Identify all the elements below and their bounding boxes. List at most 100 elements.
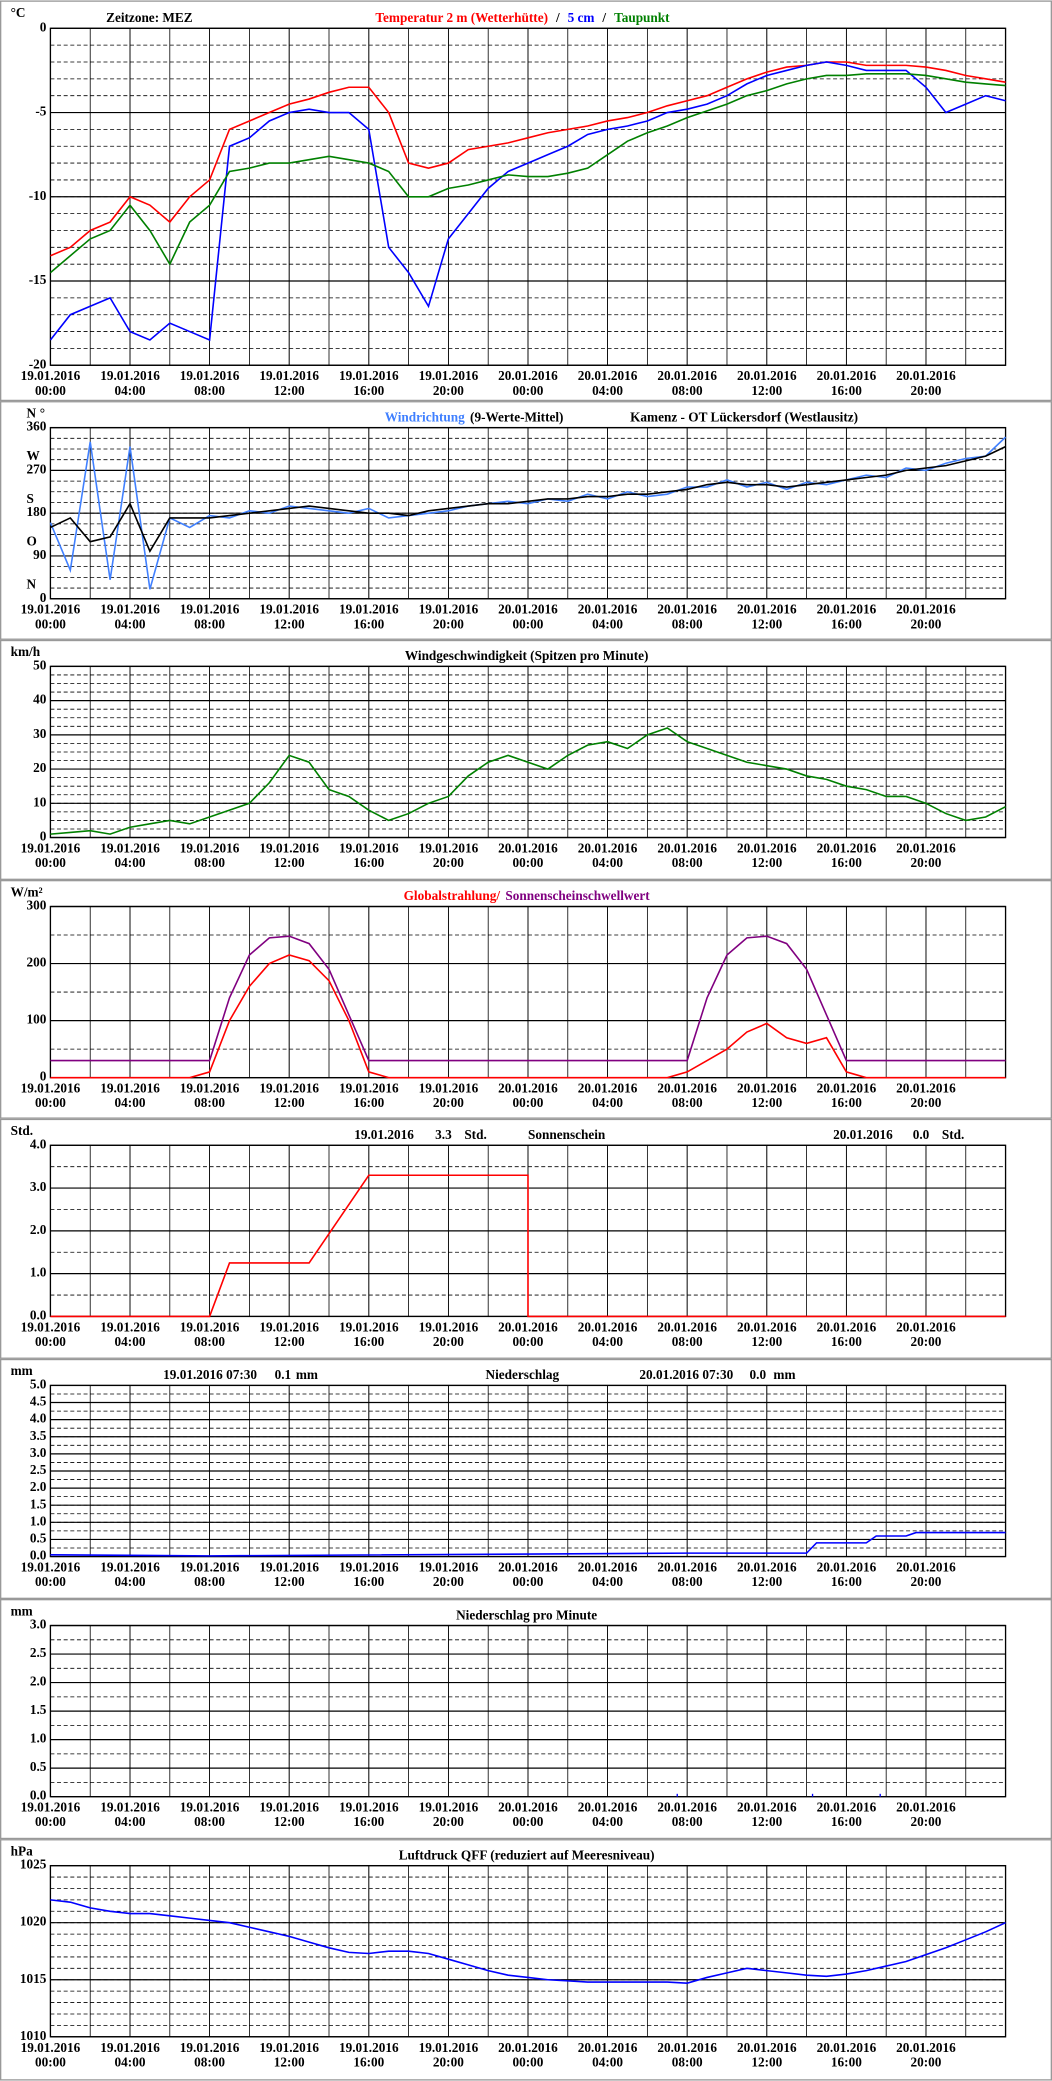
- data-line: [50, 727, 1006, 835]
- x-tick-label: 20:00: [911, 616, 942, 631]
- x-tick-label: 04:00: [592, 855, 623, 870]
- bar: [879, 1793, 881, 1797]
- x-tick-label: 00:00: [35, 1814, 66, 1829]
- summary-date: 20.01.2016 07:30: [639, 1367, 733, 1382]
- x-tick-label: 20.01.2016: [578, 2040, 638, 2055]
- x-tick-label: 20:00: [911, 1095, 942, 1110]
- summary-date: 19.01.2016 07:30: [163, 1367, 257, 1382]
- plot-frame: [49, 665, 1007, 839]
- x-tick-label: 04:00: [115, 383, 146, 398]
- panel-frame: [0, 1358, 1052, 1600]
- x-tick-label: 20.01.2016: [737, 1560, 797, 1575]
- x-tick-label: 12:00: [751, 1814, 782, 1829]
- x-tick-label: 20.01.2016: [657, 841, 717, 856]
- x-tick-label: 04:00: [115, 1334, 146, 1349]
- summary-value: 0.0: [750, 1367, 767, 1382]
- x-tick-label: 00:00: [513, 383, 544, 398]
- panel-frame: [0, 879, 1052, 1119]
- x-tick-label: 00:00: [35, 1095, 66, 1110]
- x-tick-label: 08:00: [672, 1334, 703, 1349]
- compass-label: N: [27, 405, 37, 420]
- panel-frame: [0, 1839, 1052, 2081]
- y-tick-label: 5.0: [30, 1376, 47, 1391]
- y-tick-label: 0.5: [30, 1530, 47, 1545]
- x-tick-label: 04:00: [115, 855, 146, 870]
- data-line: [50, 1531, 1006, 1557]
- x-tick-label: 20.01.2016: [896, 1319, 956, 1334]
- y-tick-label: 4.5: [30, 1394, 47, 1409]
- unit-label: mm: [11, 1363, 33, 1378]
- x-tick-label: 20:00: [433, 1334, 464, 1349]
- y-tick-label: 270: [27, 461, 47, 476]
- x-tick-label: 19.01.2016: [100, 841, 160, 856]
- x-tick-label: 20.01.2016: [896, 602, 956, 617]
- panel-frame: [0, 639, 1052, 880]
- x-tick-label: 20.01.2016: [498, 841, 558, 856]
- compass-label: W: [27, 448, 41, 463]
- x-tick-label: 20.01.2016: [498, 1800, 558, 1815]
- y-tick-label: 1015: [20, 1971, 47, 1986]
- y-tick-label: 2.0: [30, 1674, 47, 1689]
- x-tick-label: 19.01.2016: [180, 602, 240, 617]
- x-tick-label: 20.01.2016: [578, 1800, 638, 1815]
- x-tick-label: 19.01.2016: [259, 1081, 319, 1096]
- x-tick-label: 16:00: [353, 1574, 384, 1589]
- x-tick-label: 12:00: [751, 1334, 782, 1349]
- legend: Globalstrahlung/Sonnenscheinschwellwert: [404, 888, 651, 903]
- y-tick-label: 0.5: [30, 1759, 47, 1774]
- x-tick-label: 19.01.2016: [339, 1800, 399, 1815]
- summary-value: 0.1: [275, 1367, 292, 1382]
- x-tick-label: 20.01.2016: [817, 1800, 877, 1815]
- x-tick-label: 20:00: [433, 616, 464, 631]
- x-tick-label: 20.01.2016: [737, 368, 797, 383]
- x-tick-label: 20.01.2016: [498, 2040, 558, 2055]
- x-tick-label: 19.01.2016: [339, 602, 399, 617]
- x-tick-label: 16:00: [353, 1095, 384, 1110]
- y-tick-label: 4.0: [30, 1136, 47, 1151]
- x-tick-label: 08:00: [194, 1574, 225, 1589]
- x-tick-label: 16:00: [831, 2054, 862, 2069]
- compass-label: O: [27, 534, 37, 549]
- unit-label: Std.: [11, 1123, 33, 1138]
- x-tick-label: 08:00: [194, 616, 225, 631]
- legend-entry: Sonnenscheinschwellwert: [505, 888, 650, 903]
- x-tick-label: 19.01.2016: [100, 1560, 160, 1575]
- data-line: [50, 61, 1006, 257]
- x-tick-label: 04:00: [592, 1574, 623, 1589]
- y-tick-label: -15: [29, 272, 47, 287]
- x-tick-label: 20.01.2016: [737, 841, 797, 856]
- legend: Windrichtung (9-Werte-Mittel): [385, 409, 564, 424]
- x-tick-label: 20.01.2016: [896, 1081, 956, 1096]
- x-tick-label: 20:00: [433, 1095, 464, 1110]
- x-tick-label: 16:00: [831, 1574, 862, 1589]
- summary-date: 19.01.2016: [354, 1127, 414, 1142]
- zone-label: Zeitzone: MEZ: [106, 10, 193, 25]
- x-tick-label: 16:00: [353, 855, 384, 870]
- x-tick-label: 19.01.2016: [100, 1319, 160, 1334]
- plot-frame: [49, 1864, 1007, 2038]
- x-tick-label: 08:00: [672, 2054, 703, 2069]
- x-tick-label: 08:00: [672, 855, 703, 870]
- legend-separator: /: [555, 10, 560, 25]
- x-tick-label: 08:00: [194, 1334, 225, 1349]
- y-tick-label: 40: [33, 692, 47, 707]
- compass-label: S: [27, 491, 34, 506]
- x-tick-label: 19.01.2016: [180, 1319, 240, 1334]
- x-tick-label: 12:00: [751, 616, 782, 631]
- y-tick-label: 0: [40, 1069, 47, 1084]
- x-tick-label: 12:00: [751, 1095, 782, 1110]
- x-tick-label: 19.01.2016: [339, 841, 399, 856]
- x-tick-label: 00:00: [513, 1814, 544, 1829]
- y-tick-label: 0.0: [30, 1548, 47, 1563]
- x-tick-label: 08:00: [672, 1574, 703, 1589]
- x-tick-label: 19.01.2016: [259, 1319, 319, 1334]
- x-tick-label: 04:00: [115, 1814, 146, 1829]
- x-tick-label: 20.01.2016: [657, 1560, 717, 1575]
- x-tick-label: 20.01.2016: [657, 368, 717, 383]
- unit-label: W/m²: [11, 884, 43, 899]
- y-tick-label: 0: [40, 19, 47, 34]
- plot-frame: [49, 1384, 1007, 1558]
- x-tick-label: 20.01.2016: [896, 368, 956, 383]
- x-tick-label: 04:00: [592, 383, 623, 398]
- x-tick-label: 19.01.2016: [339, 1319, 399, 1334]
